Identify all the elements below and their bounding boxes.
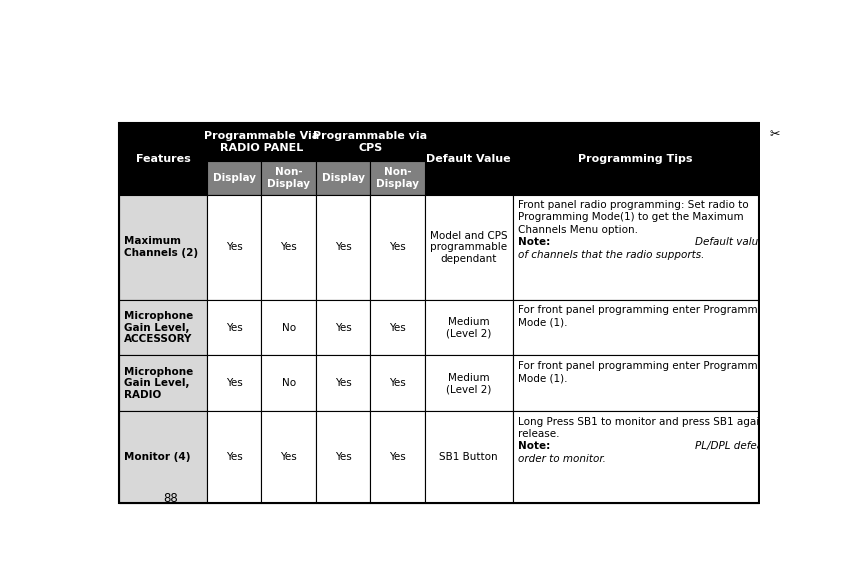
Text: PL/DPL defeat feature should be disabled in: PL/DPL defeat feature should be disabled… [695, 441, 844, 451]
Text: No: No [281, 378, 295, 389]
Bar [118, 123, 207, 195]
Text: Model and CPS
programmable
dependant: Model and CPS programmable dependant [430, 230, 507, 264]
Text: Display: Display [213, 173, 256, 183]
Text: Yes: Yes [388, 452, 405, 462]
Bar [207, 411, 261, 503]
Bar [316, 300, 370, 356]
Text: Microphone
Gain Level,
ACCESSORY: Microphone Gain Level, ACCESSORY [124, 311, 193, 344]
Bar [261, 300, 316, 356]
Text: 88: 88 [164, 492, 178, 505]
Text: For front panel programming enter Programming: For front panel programming enter Progra… [517, 305, 773, 315]
Text: Yes: Yes [280, 452, 297, 462]
Text: Note:: Note: [517, 441, 554, 451]
Text: Note:: Note: [517, 237, 554, 247]
Text: Maximum
Channels (2): Maximum Channels (2) [124, 236, 197, 258]
Text: SB1 Button: SB1 Button [439, 452, 497, 462]
Text: Non-
Display: Non- Display [267, 167, 310, 188]
Bar [512, 195, 758, 300]
Bar [424, 300, 512, 356]
Text: Programmable via
CPS: Programmable via CPS [313, 132, 427, 153]
Text: Yes: Yes [334, 322, 351, 332]
Bar [118, 195, 207, 300]
Bar [207, 161, 261, 195]
Text: Programming Tips: Programming Tips [578, 154, 692, 164]
Bar [512, 411, 758, 503]
Bar [261, 195, 316, 300]
Text: release.: release. [517, 429, 559, 439]
Bar [370, 300, 424, 356]
Bar [316, 195, 370, 300]
Bar [512, 300, 758, 356]
Text: ✂: ✂ [769, 128, 779, 141]
Bar [207, 356, 261, 411]
Text: Yes: Yes [280, 242, 297, 252]
Text: Yes: Yes [225, 452, 242, 462]
Text: Medium
(Level 2): Medium (Level 2) [446, 372, 491, 394]
Text: Programmable Via
RADIO PANEL: Programmable Via RADIO PANEL [203, 132, 319, 153]
Bar [261, 356, 316, 411]
Bar [370, 356, 424, 411]
Bar [424, 195, 512, 300]
Bar [316, 411, 370, 503]
Text: Default Value: Default Value [426, 154, 511, 164]
Bar [316, 356, 370, 411]
Text: Monitor (4): Monitor (4) [124, 452, 190, 462]
Text: Microphone
Gain Level,
RADIO: Microphone Gain Level, RADIO [124, 367, 193, 400]
Bar [261, 411, 316, 503]
Text: No: No [281, 322, 295, 332]
Text: Yes: Yes [334, 378, 351, 389]
Bar [261, 161, 316, 195]
Text: Medium
(Level 2): Medium (Level 2) [446, 317, 491, 338]
Bar [118, 411, 207, 503]
Text: Features: Features [135, 154, 190, 164]
Bar [424, 123, 512, 195]
Bar [424, 411, 512, 503]
Bar [118, 356, 207, 411]
Text: Programming Mode(1) to get the Maximum: Programming Mode(1) to get the Maximum [517, 212, 743, 223]
Bar [118, 300, 207, 356]
Text: Front panel radio programming: Set radio to: Front panel radio programming: Set radio… [517, 200, 748, 210]
Text: Yes: Yes [334, 242, 351, 252]
Text: Yes: Yes [225, 378, 242, 389]
Text: Yes: Yes [334, 452, 351, 462]
Bar [207, 195, 261, 300]
Bar [316, 161, 370, 195]
Bar [118, 123, 758, 503]
Bar [207, 300, 261, 356]
Bar [370, 161, 424, 195]
Text: of channels that the radio supports.: of channels that the radio supports. [517, 250, 704, 260]
Text: Long Press SB1 to monitor and press SB1 again to: Long Press SB1 to monitor and press SB1 … [517, 416, 779, 427]
Text: Mode (1).: Mode (1). [517, 317, 567, 327]
Text: Non-
Display: Non- Display [376, 167, 419, 188]
Text: Yes: Yes [225, 242, 242, 252]
Bar [370, 195, 424, 300]
Text: For front panel programming enter Programming: For front panel programming enter Progra… [517, 361, 773, 371]
Text: Yes: Yes [388, 322, 405, 332]
Bar [207, 123, 316, 161]
Bar [424, 356, 512, 411]
Text: order to monitor.: order to monitor. [517, 454, 605, 464]
Text: Default value is set to the maximum number: Default value is set to the maximum numb… [695, 237, 844, 247]
Text: Channels Menu option.: Channels Menu option. [517, 225, 637, 235]
Text: Display: Display [321, 173, 364, 183]
Text: Mode (1).: Mode (1). [517, 373, 567, 383]
Bar [316, 123, 424, 161]
Bar [370, 411, 424, 503]
Text: Yes: Yes [388, 378, 405, 389]
Bar [512, 123, 758, 195]
Text: Yes: Yes [225, 322, 242, 332]
Text: Yes: Yes [388, 242, 405, 252]
Bar [512, 356, 758, 411]
